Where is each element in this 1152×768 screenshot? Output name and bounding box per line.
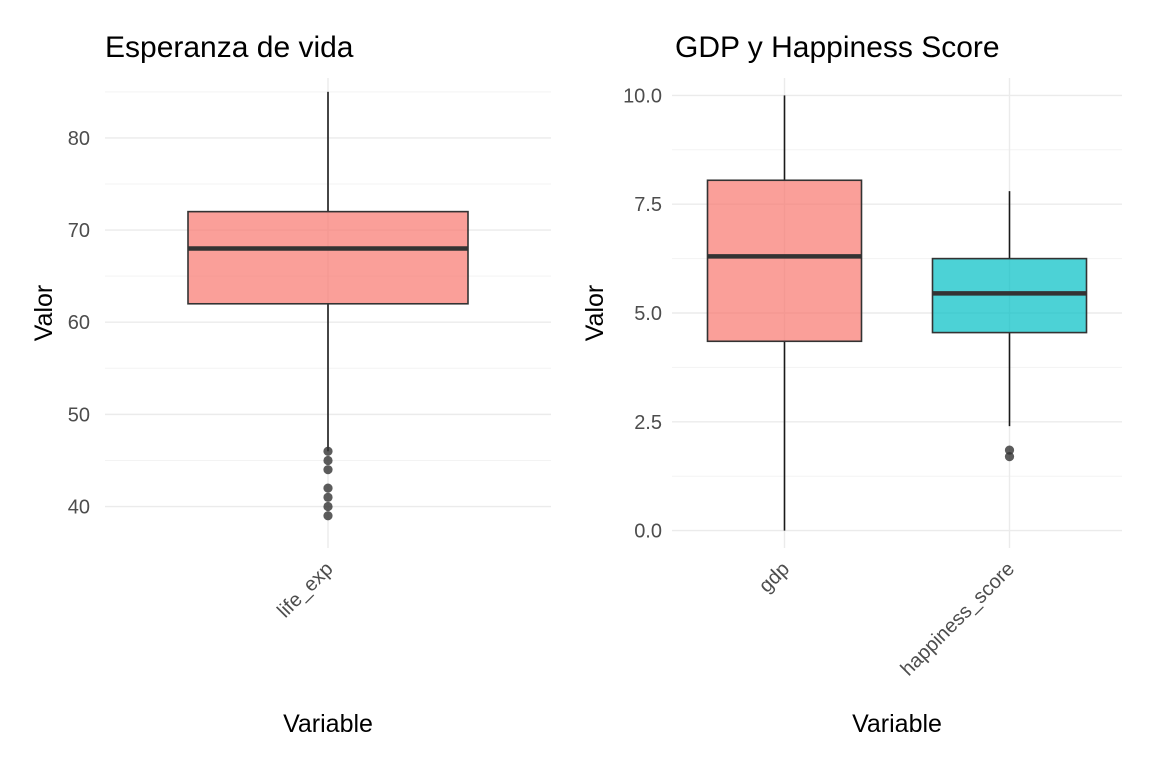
y-tick-label: 50 bbox=[68, 404, 90, 426]
y-tick-label: 7.5 bbox=[634, 194, 662, 216]
x-tick-label: gdp bbox=[755, 558, 794, 597]
panel-esperanza-de-vida: 40 50 60 70 80 life_exp Esperanza de vida Varia… bbox=[30, 31, 551, 738]
chart-title: GDP y Happiness Score bbox=[675, 31, 1000, 64]
outlier-point bbox=[323, 511, 333, 521]
outlier-point bbox=[323, 483, 333, 493]
y-axis-title: Valor bbox=[30, 285, 58, 342]
outlier-point bbox=[1004, 445, 1015, 455]
outlier-point bbox=[323, 465, 333, 475]
y-tick-label: 80 bbox=[68, 128, 90, 150]
box-happiness_score bbox=[931, 191, 1088, 462]
outlier-point bbox=[323, 492, 333, 502]
y-tick-label: 70 bbox=[68, 220, 90, 242]
iqr-box bbox=[706, 179, 863, 343]
outlier-point bbox=[323, 501, 333, 512]
y-tick-label: 40 bbox=[68, 497, 90, 519]
box-life_exp bbox=[187, 91, 469, 521]
y-tick-label: 0.0 bbox=[634, 521, 662, 543]
y-tick-label: 2.5 bbox=[634, 412, 662, 434]
y-tick-label: 10.0 bbox=[623, 85, 662, 107]
chart-title: Esperanza de vida bbox=[105, 31, 354, 64]
outlier-point bbox=[1004, 452, 1015, 462]
y-axis-title: Valor bbox=[581, 285, 609, 342]
y-tick-label: 60 bbox=[68, 312, 90, 334]
iqr-box bbox=[187, 210, 469, 305]
panel-gdp-happiness: 0.0 2.5 5.0 7.5 10.0 gdp happiness_score GDP y … bbox=[581, 31, 1122, 738]
outlier-point bbox=[323, 455, 333, 466]
x-tick-label: happiness_score bbox=[897, 558, 1019, 680]
box-gdp bbox=[706, 95, 863, 531]
x-tick-label: life_exp bbox=[273, 558, 337, 622]
y-tick-label: 5.0 bbox=[634, 303, 662, 325]
outlier-point bbox=[323, 446, 333, 456]
x-axis-title: Variable bbox=[852, 710, 942, 738]
x-axis-title: Variable bbox=[283, 710, 373, 738]
